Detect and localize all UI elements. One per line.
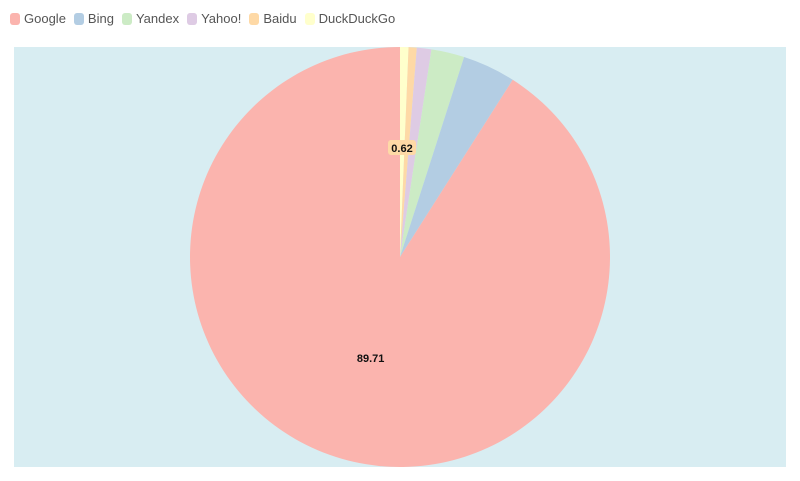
- legend-item-duckduckgo[interactable]: DuckDuckGo: [304, 11, 396, 26]
- legend-swatch: [187, 12, 198, 25]
- legend-item-baidu[interactable]: Baidu: [249, 11, 297, 26]
- pie-chart: 89.71 0.62: [190, 47, 610, 467]
- legend-swatch: [73, 12, 84, 25]
- plot-area: 89.71 0.62: [14, 47, 786, 467]
- legend-item-google[interactable]: Google: [10, 11, 66, 26]
- legend-label: Google: [24, 11, 66, 26]
- legend-item-bing[interactable]: Bing: [73, 11, 114, 26]
- legend: Google Bing Yandex Yahoo! Baidu DuckDuckGo: [10, 11, 395, 26]
- legend-label: Yahoo!: [201, 11, 242, 26]
- legend-label: Baidu: [263, 11, 297, 26]
- data-label-google: 89.71: [357, 353, 385, 365]
- legend-label: DuckDuckGo: [318, 11, 396, 26]
- pie-slice-yandex[interactable]: [400, 49, 465, 257]
- data-label-background: [388, 140, 416, 155]
- legend-swatch: [304, 12, 315, 25]
- legend-swatch: [121, 12, 132, 25]
- legend-swatch: [249, 12, 260, 25]
- legend-label: Yandex: [135, 11, 180, 26]
- legend-item-yandex[interactable]: Yandex: [121, 11, 180, 26]
- legend-item-yahoo[interactable]: Yahoo!: [187, 11, 241, 26]
- pie-slice-google[interactable]: [190, 47, 610, 467]
- legend-label: Bing: [87, 11, 114, 26]
- legend-swatch: [10, 12, 20, 25]
- pie-slice-bing[interactable]: [400, 57, 513, 257]
- data-label-baidu: 0.62: [391, 143, 412, 155]
